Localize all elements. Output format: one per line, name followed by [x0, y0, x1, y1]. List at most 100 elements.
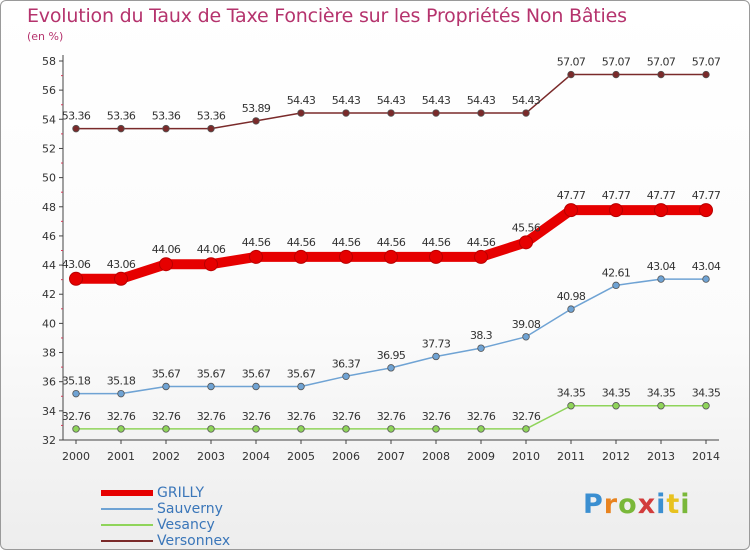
data-point	[657, 70, 665, 79]
y-tick-label: 58	[42, 55, 56, 68]
data-point	[117, 425, 125, 433]
x-tick-label: 2003	[197, 450, 225, 463]
data-label: 44.06	[197, 243, 226, 256]
data-point	[339, 249, 353, 264]
data-label: 45.56	[512, 221, 541, 234]
data-label: 44.56	[287, 236, 316, 249]
data-point	[72, 425, 80, 433]
data-point	[702, 275, 710, 283]
data-label: 44.56	[242, 236, 271, 249]
data-point	[294, 249, 308, 264]
data-label: 53.36	[152, 110, 181, 123]
legend-item-grilly: GRILLY	[101, 485, 301, 501]
legend-swatch	[101, 490, 153, 496]
data-point	[297, 109, 305, 117]
data-point	[342, 425, 350, 433]
data-label: 44.56	[422, 236, 451, 249]
y-tick-label: 40	[42, 317, 56, 330]
legend-label: Versonnex	[157, 533, 231, 549]
data-label: 32.76	[422, 410, 451, 423]
data-label: 32.76	[377, 410, 406, 423]
x-tick-label: 2010	[512, 450, 540, 463]
data-label: 42.61	[602, 266, 631, 279]
data-label: 54.43	[512, 94, 541, 107]
x-tick-label: 2014	[692, 450, 720, 463]
data-label: 44.56	[332, 236, 361, 249]
data-label: 54.43	[287, 94, 316, 107]
data-label: 32.76	[242, 410, 271, 423]
data-point	[207, 382, 215, 391]
data-point	[612, 281, 620, 290]
data-label: 44.06	[152, 243, 181, 256]
data-point	[204, 257, 218, 272]
legend-item-versonnex: Versonnex	[101, 533, 301, 549]
legend-label: GRILLY	[157, 485, 204, 501]
x-tick-label: 2012	[602, 450, 630, 463]
data-point	[117, 389, 125, 398]
labels-layer: 32.76 32.76 32.76 32.76 32.76 32.76 32.76 32.76…	[62, 56, 722, 423]
data-label: 35.67	[197, 368, 226, 381]
data-label: 44.56	[467, 236, 496, 249]
chart-title: Evolution du Taux de Taxe Foncière sur l…	[27, 5, 627, 27]
data-label: 35.67	[287, 368, 316, 381]
data-point	[522, 333, 530, 341]
data-point	[567, 305, 575, 313]
data-point	[657, 402, 665, 410]
data-label: 44.56	[377, 236, 406, 249]
data-point	[207, 124, 215, 133]
data-label: 39.08	[512, 318, 541, 331]
data-point	[432, 109, 440, 117]
data-label: 34.35	[647, 387, 676, 400]
data-label: 47.77	[557, 189, 586, 202]
data-label: 36.95	[377, 349, 406, 362]
data-label: 35.67	[152, 368, 181, 381]
data-point	[159, 257, 173, 272]
data-point	[522, 425, 530, 433]
data-label: 54.43	[332, 94, 361, 107]
x-tick-label: 2013	[647, 450, 675, 463]
data-point	[342, 372, 350, 380]
data-label: 43.04	[692, 260, 721, 273]
legend-label: Vesancy	[157, 517, 215, 533]
data-label: 57.07	[692, 56, 721, 69]
data-point	[702, 70, 710, 79]
data-point	[477, 344, 485, 352]
data-point	[162, 124, 170, 133]
y-tick-label: 50	[42, 172, 56, 185]
x-tick-label: 2002	[152, 450, 180, 463]
data-point	[429, 249, 443, 264]
data-point	[477, 425, 485, 433]
data-point	[564, 203, 578, 218]
data-point	[609, 203, 623, 218]
data-label: 53.89	[242, 102, 271, 115]
data-point	[387, 364, 395, 372]
data-label: 54.43	[467, 94, 496, 107]
data-label: 32.76	[197, 410, 226, 423]
data-point	[162, 382, 170, 391]
data-label: 32.76	[287, 410, 316, 423]
x-tick-label: 2011	[557, 450, 585, 463]
y-tick-label: 46	[42, 230, 56, 243]
data-point	[72, 124, 80, 133]
data-point	[474, 249, 488, 264]
data-label: 32.76	[62, 410, 91, 423]
y-tick-label: 54	[42, 113, 56, 126]
data-point	[702, 402, 710, 410]
data-label: 54.43	[377, 94, 406, 107]
data-point	[297, 425, 305, 433]
data-point	[432, 352, 440, 361]
data-point	[162, 425, 170, 433]
data-label: 32.76	[332, 410, 361, 423]
data-point	[387, 425, 395, 433]
data-point	[207, 425, 215, 433]
data-label: 36.37	[332, 357, 361, 370]
y-tick-label: 48	[42, 201, 56, 214]
data-point	[252, 425, 260, 433]
x-tick-label: 2007	[377, 450, 405, 463]
data-label: 53.36	[62, 110, 91, 123]
data-point	[297, 382, 305, 391]
data-label: 53.36	[197, 110, 226, 123]
data-label: 57.07	[647, 56, 676, 69]
